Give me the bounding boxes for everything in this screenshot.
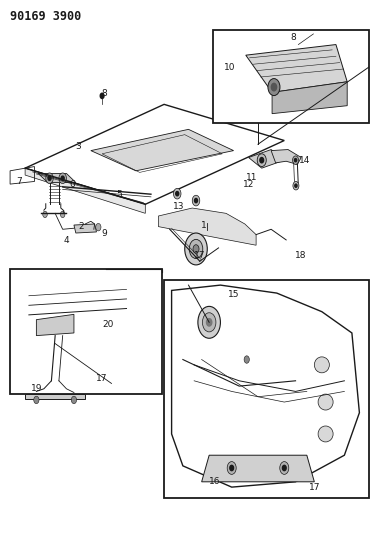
Circle shape xyxy=(195,198,198,203)
Text: 6: 6 xyxy=(69,180,75,189)
Ellipse shape xyxy=(318,394,333,410)
Polygon shape xyxy=(91,130,234,171)
Circle shape xyxy=(173,188,181,199)
Polygon shape xyxy=(248,150,284,168)
Text: 8: 8 xyxy=(290,34,296,43)
Text: 10: 10 xyxy=(224,63,236,71)
Text: 12: 12 xyxy=(243,180,254,189)
Text: 2: 2 xyxy=(79,222,84,231)
Circle shape xyxy=(271,83,277,91)
Circle shape xyxy=(257,154,266,166)
Circle shape xyxy=(59,173,66,183)
Circle shape xyxy=(227,462,236,474)
Text: 15: 15 xyxy=(228,289,239,298)
Polygon shape xyxy=(246,45,347,92)
Text: 90169 3900: 90169 3900 xyxy=(10,10,81,23)
Circle shape xyxy=(48,176,51,180)
Circle shape xyxy=(192,195,200,206)
Text: 7: 7 xyxy=(16,177,21,186)
Circle shape xyxy=(268,78,280,95)
Circle shape xyxy=(230,465,234,471)
Text: 4: 4 xyxy=(64,237,69,246)
Circle shape xyxy=(43,211,47,217)
Circle shape xyxy=(205,215,208,220)
Circle shape xyxy=(294,159,297,162)
Circle shape xyxy=(185,233,207,265)
Circle shape xyxy=(71,396,77,403)
Text: 17: 17 xyxy=(309,482,320,491)
Text: 17: 17 xyxy=(97,374,108,383)
Bar xyxy=(213,30,369,123)
Text: 5: 5 xyxy=(116,190,122,199)
Polygon shape xyxy=(74,224,97,233)
Text: 9: 9 xyxy=(101,229,107,238)
Circle shape xyxy=(46,173,53,183)
Polygon shape xyxy=(158,208,256,245)
Ellipse shape xyxy=(314,357,329,373)
Text: 11: 11 xyxy=(246,173,257,182)
Polygon shape xyxy=(202,455,314,482)
Polygon shape xyxy=(25,394,85,399)
Polygon shape xyxy=(271,150,301,165)
Circle shape xyxy=(176,191,179,196)
Text: 8: 8 xyxy=(101,89,107,98)
Circle shape xyxy=(293,181,299,190)
Circle shape xyxy=(203,212,210,223)
Circle shape xyxy=(207,319,212,326)
Circle shape xyxy=(202,313,216,332)
Circle shape xyxy=(244,356,249,364)
Bar xyxy=(164,280,369,498)
Circle shape xyxy=(198,306,221,338)
Text: 3: 3 xyxy=(75,142,81,151)
Circle shape xyxy=(295,184,297,187)
Text: 1: 1 xyxy=(201,221,206,230)
Circle shape xyxy=(280,462,289,474)
Circle shape xyxy=(96,223,101,231)
Text: 16: 16 xyxy=(209,478,221,486)
Polygon shape xyxy=(36,314,74,336)
Polygon shape xyxy=(25,168,145,213)
Text: 13: 13 xyxy=(173,203,185,212)
Polygon shape xyxy=(38,173,76,182)
Circle shape xyxy=(60,211,65,217)
Text: 17: 17 xyxy=(194,252,205,260)
Circle shape xyxy=(293,156,299,165)
Circle shape xyxy=(193,245,199,253)
Text: 20: 20 xyxy=(102,320,113,329)
Text: 18: 18 xyxy=(296,252,307,260)
Circle shape xyxy=(260,158,264,163)
Polygon shape xyxy=(272,82,347,114)
Text: 19: 19 xyxy=(31,384,42,393)
Ellipse shape xyxy=(318,426,333,442)
Text: 14: 14 xyxy=(299,156,311,165)
Circle shape xyxy=(34,396,39,403)
Circle shape xyxy=(282,465,286,471)
Circle shape xyxy=(61,176,64,180)
Bar xyxy=(10,269,162,394)
Circle shape xyxy=(100,93,104,99)
Circle shape xyxy=(189,239,203,259)
